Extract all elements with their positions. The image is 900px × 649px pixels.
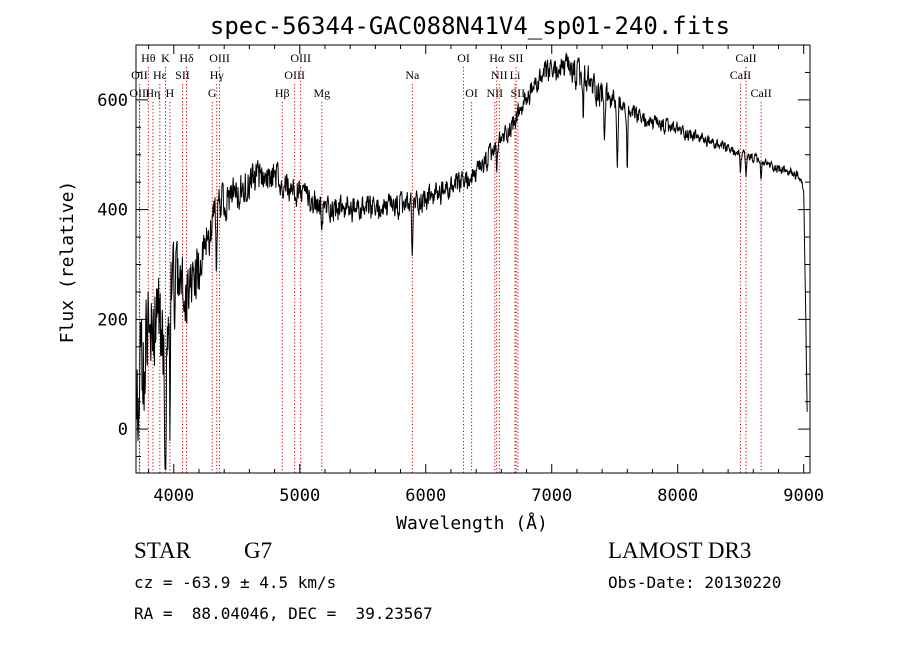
y-tick-label: 0 bbox=[118, 420, 128, 440]
spectral-line-label: OI bbox=[465, 86, 478, 100]
x-tick-label: 4000 bbox=[153, 486, 194, 506]
y-tick-label: 200 bbox=[97, 310, 128, 330]
spectral-line-label: Mg bbox=[313, 86, 330, 100]
spectral-line-label: NII bbox=[486, 86, 503, 100]
y-tick-label: 400 bbox=[97, 201, 128, 221]
spectral-line-label: Hα bbox=[489, 51, 505, 65]
spectral-line-label: Hη bbox=[146, 86, 161, 100]
spectral-line-label: SII bbox=[511, 86, 526, 100]
x-tick-label: 9000 bbox=[783, 486, 824, 506]
spectral-line-label: SII bbox=[509, 51, 524, 65]
spectral-line-label: K bbox=[161, 51, 170, 65]
spectral-line-label: OIII bbox=[129, 86, 150, 100]
spectral-line-markers bbox=[138, 67, 762, 473]
spectral-line-label: Hε bbox=[153, 68, 167, 82]
object-class: STAR bbox=[134, 538, 191, 563]
spectral-line-label: CaII bbox=[730, 68, 751, 82]
survey-name: LAMOST DR3 bbox=[608, 538, 752, 563]
x-axis-label: Wavelength (Å) bbox=[396, 512, 548, 534]
spectral-line-label: OI bbox=[457, 51, 470, 65]
spectral-line-label: H bbox=[166, 86, 175, 100]
spectral-line-label: G bbox=[208, 86, 217, 100]
spectral-line-label: Li bbox=[510, 68, 521, 82]
object-subclass: G7 bbox=[244, 538, 273, 563]
observation-date: Obs-Date: 20130220 bbox=[608, 573, 782, 592]
spectral-line-label: Hδ bbox=[179, 51, 194, 65]
spectral-line-label: OIII bbox=[209, 51, 230, 65]
y-tick-label: 600 bbox=[97, 91, 128, 111]
spectral-line-label: CaII bbox=[750, 86, 771, 100]
spectral-line-label: Na bbox=[405, 68, 420, 82]
x-tick-label: 8000 bbox=[657, 486, 698, 506]
coordinates: RA = 88.04046, DEC = 39.23567 bbox=[134, 604, 433, 623]
radial-velocity: cz = -63.9 ± 4.5 km/s bbox=[134, 573, 337, 592]
spectral-line-label: Hθ bbox=[141, 51, 156, 65]
spectral-line-label: CaII bbox=[735, 51, 756, 65]
x-tick-label: 5000 bbox=[279, 486, 320, 506]
plot-frame bbox=[135, 44, 811, 474]
y-axis: 0 200 400 600 bbox=[97, 44, 810, 458]
chart-title: spec-56344-GAC088N41V4_sp01-240.fits bbox=[210, 12, 730, 40]
spectrum-curve bbox=[135, 52, 808, 471]
spectral-line-label: Hγ bbox=[210, 68, 225, 82]
x-tick-label: 6000 bbox=[405, 486, 446, 506]
spectral-line-label: SII bbox=[175, 68, 190, 82]
spectral-line-label: Hβ bbox=[275, 86, 290, 100]
x-axis: 4000 5000 6000 7000 8000 9000 bbox=[148, 45, 824, 506]
spectral-line-label: OIII bbox=[290, 51, 311, 65]
spectral-line-label: OII bbox=[131, 68, 148, 82]
spectral-line-label: NII bbox=[491, 68, 508, 82]
spectral-line-label: OIII bbox=[284, 68, 305, 82]
x-tick-label: 7000 bbox=[531, 486, 572, 506]
y-axis-label: Flux (relative) bbox=[57, 181, 78, 344]
